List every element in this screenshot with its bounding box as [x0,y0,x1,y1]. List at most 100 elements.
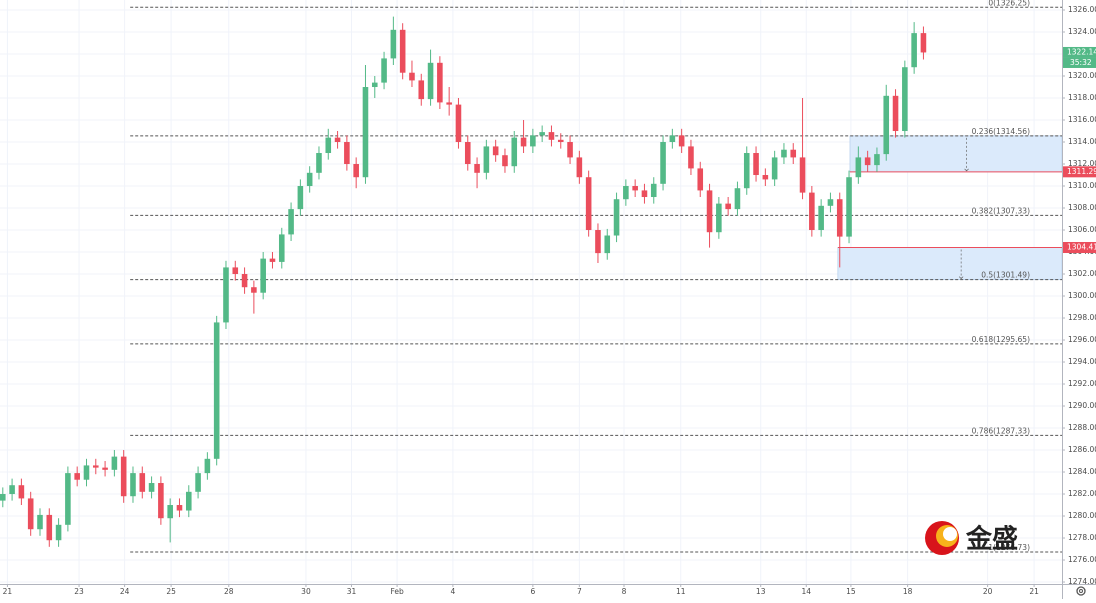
candle-body [278,234,285,262]
x-tick-label: 4 [450,587,455,596]
candle-body [567,142,573,158]
y-tick-label: 1280.00 [1068,511,1096,520]
candle-body [492,146,499,156]
candle-body [65,473,71,525]
candle-body [632,186,638,191]
candle-body [883,95,890,155]
candle-body [27,498,34,530]
x-tick-label: 28 [224,587,234,596]
y-tick-label: 1288.00 [1068,423,1096,432]
candle-body [55,524,62,541]
candle-body [595,230,601,254]
candle-body [502,155,508,167]
candle-body [604,235,611,254]
x-tick-label: 25 [166,587,176,596]
x-tick-label: 31 [347,587,357,596]
candle-body [846,177,852,237]
candle-body [371,82,378,88]
logo-core [943,527,957,541]
y-tick-label: 1274.00 [1068,577,1096,586]
x-tick-label: 6 [530,587,535,596]
candle-body [790,149,797,158]
candle-body [650,183,657,198]
candle-body [743,153,750,189]
candle-body [827,199,834,206]
candle-body [548,132,555,140]
candle-body [37,514,43,530]
candle-body [706,190,713,233]
logo-text: 金盛 [965,524,1018,555]
x-tick-label: 15 [846,587,856,596]
candle-body [464,142,471,165]
candle-body [799,157,806,193]
candles [0,16,927,547]
fib-label: 0.618(1295.65) [972,335,1030,344]
candle-body [892,95,899,132]
candle-body [427,62,434,100]
y-tick-label: 1316.00 [1068,115,1096,124]
candle-body [316,153,322,173]
candle-body [697,168,704,191]
candle-body [781,149,787,158]
y-tick-label: 1286.00 [1068,445,1096,454]
y-tick-label: 1284.00 [1068,467,1096,476]
candle-body [334,137,341,143]
candle-body [874,154,880,166]
y-tick-label: 1318.00 [1068,93,1096,102]
x-tick-label: 14 [801,587,811,596]
candle-body [344,142,350,165]
candle-body [204,458,211,474]
candle-body [911,33,917,68]
candle-body [381,58,387,83]
candle-body [306,172,313,187]
candle-body [111,456,118,470]
x-tick-label: 20 [983,587,993,596]
candle-body [251,287,257,293]
candle-body [399,29,406,73]
candle-body [148,483,155,492]
candle-body [483,146,490,173]
y-tick-label: 1282.00 [1068,489,1096,498]
candle-body [669,135,676,143]
y-tick-label: 1310.00 [1068,181,1096,190]
candle-body [92,465,99,468]
candle-body [223,267,229,323]
x-tick-label: 21 [1029,587,1039,596]
y-tick-label: 1296.00 [1068,335,1096,344]
candle-body [539,132,545,136]
y-tick-label: 1278.00 [1068,533,1096,542]
x-tick-label: 30 [301,587,311,596]
candle-body [678,135,685,147]
candle-body [716,203,722,233]
candle-body [762,175,769,180]
y-tick-label: 1300.00 [1068,291,1096,300]
x-tick-label: 23 [74,587,84,596]
candle-body [260,258,266,293]
candle-body [455,104,462,143]
settings-icon[interactable] [1076,586,1086,596]
candle-body [734,188,741,210]
candle-body [362,87,369,178]
candle-body [102,467,108,470]
candle-body [409,72,415,81]
candle-body [920,33,927,53]
candle-body [297,186,304,210]
candle-body [688,146,694,169]
candle-body [46,514,53,541]
y-tick-label: 1294.00 [1068,357,1096,366]
logo: 金盛 [925,521,1018,555]
candle-body [641,190,648,198]
candle-body [855,157,862,178]
candle-body [771,157,778,180]
y-tick-label: 1312.00 [1068,159,1096,168]
zone-arrowhead [964,168,969,172]
x-tick-label: 8 [622,587,627,596]
candle-body [195,473,201,492]
candle-body [353,164,359,178]
candle-body [557,139,564,143]
y-tick-label: 1314.00 [1068,137,1096,146]
candle-body [530,135,536,147]
price-label: 1304.41 [1067,243,1096,252]
candle-body [241,274,248,288]
